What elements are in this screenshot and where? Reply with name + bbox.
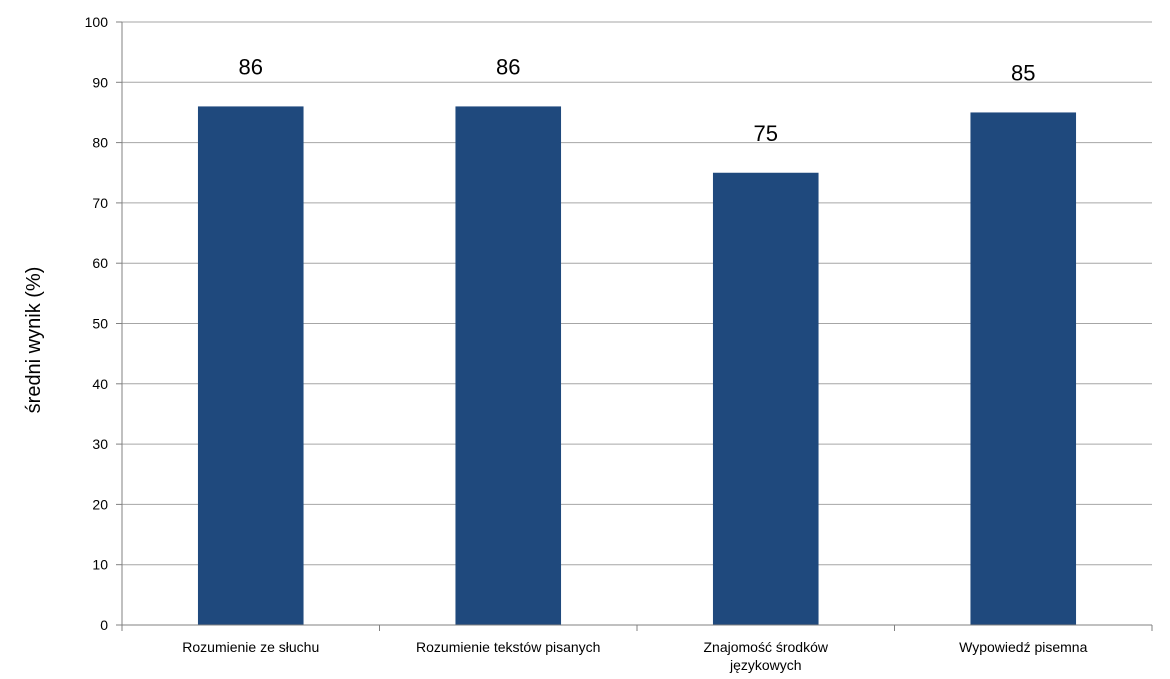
data-labels: 86 86 75 85 — [239, 54, 1036, 145]
y-tick-label: 100 — [85, 14, 109, 30]
x-category-label: językowych — [729, 657, 802, 673]
y-axis-title: średni wynik (%) — [23, 267, 45, 414]
bar — [970, 112, 1077, 625]
x-category-labels: Rozumienie ze słuchu Rozumienie tekstów p… — [182, 639, 1087, 673]
x-category-label: Rozumienie ze słuchu — [182, 639, 319, 655]
y-tick-label: 20 — [92, 496, 108, 512]
x-category-label: Rozumienie tekstów pisanych — [416, 639, 600, 655]
bar — [712, 172, 819, 625]
y-tick-label: 90 — [92, 74, 108, 90]
y-tick-label: 40 — [92, 376, 108, 392]
y-tick-labels: 0 10 20 30 40 50 60 70 80 90 100 — [85, 14, 109, 633]
data-label: 85 — [1011, 60, 1035, 85]
y-tick-label: 0 — [100, 617, 108, 633]
bar — [197, 106, 304, 626]
y-tick-label: 60 — [92, 255, 108, 271]
y-tick-label: 30 — [92, 436, 108, 452]
y-tick-label: 70 — [92, 195, 108, 211]
x-category-label: Znajomość środków — [704, 639, 829, 655]
data-label: 75 — [754, 121, 778, 146]
x-category-label: Wypowiedź pisemna — [959, 639, 1087, 655]
y-tick-label: 10 — [92, 557, 108, 573]
data-label: 86 — [496, 54, 520, 79]
bar — [455, 106, 562, 626]
data-label: 86 — [239, 54, 263, 79]
axes — [116, 21, 1153, 631]
bars — [197, 106, 1077, 626]
y-tick-label: 50 — [92, 316, 108, 332]
y-tick-label: 80 — [92, 135, 108, 151]
